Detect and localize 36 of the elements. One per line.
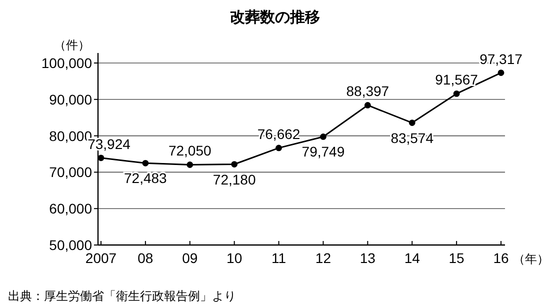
text: 91,567 [435, 72, 478, 88]
point [231, 161, 238, 168]
point [186, 162, 194, 168]
text: 72,050 [168, 142, 212, 159]
x-tick-label: 2007 [85, 250, 117, 266]
point [364, 102, 371, 108]
y-tick-label: 50,000 [49, 237, 92, 253]
x-tick-label: 15 [448, 250, 465, 266]
x-tick-label: 13 [360, 250, 376, 266]
point [498, 70, 504, 76]
x-tick-label: 09 [182, 250, 198, 266]
text: 97,317 [480, 50, 522, 67]
x-axis-title: （年） [513, 252, 549, 266]
point [98, 154, 104, 162]
text: 88,397 [346, 83, 390, 100]
y-tick-label: 90,000 [49, 91, 92, 108]
y-tick-label: 70,000 [49, 164, 92, 180]
chart-title: 改葬数の推移 [230, 9, 320, 26]
x-tick-label: 12 [315, 250, 332, 266]
point [320, 134, 326, 140]
x-tick-label: 14 [404, 250, 420, 266]
point [408, 120, 416, 126]
point [142, 160, 149, 166]
text: 72,180 [212, 171, 256, 188]
x-tick-label: 10 [226, 250, 242, 266]
y-axis-title: （件） [54, 38, 90, 52]
text: 72,483 [124, 170, 167, 186]
x-tick-label: 16 [493, 250, 509, 266]
source-note: 出典：厚生労働省「衛生行政報告例」より [8, 289, 236, 303]
y-tick-label: 100,000 [41, 55, 92, 71]
x-tick-label: 08 [138, 250, 154, 266]
x-tick-label: 11 [272, 250, 286, 266]
y-tick-label: 60,000 [49, 200, 92, 217]
point [276, 144, 282, 152]
point [453, 90, 460, 97]
text: 79,749 [302, 144, 345, 160]
